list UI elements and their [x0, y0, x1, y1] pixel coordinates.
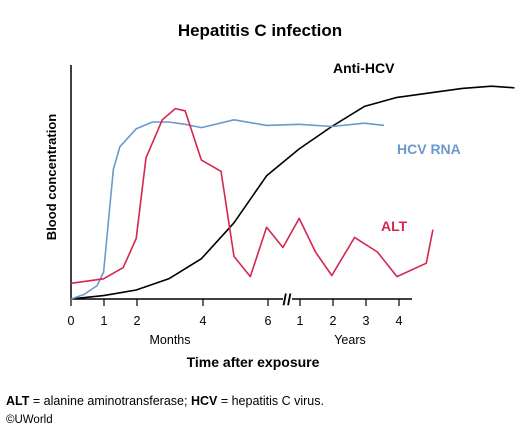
- x-tick-label: 2: [134, 314, 141, 328]
- copyright: ©UWorld: [6, 414, 53, 426]
- x-tick-label: 1: [297, 314, 304, 328]
- series-label-anti-hcv: Anti-HCV: [333, 60, 395, 76]
- x-tick-label: 2: [330, 314, 337, 328]
- series-line-hcv-rna: [70, 119, 385, 300]
- x-axis-title: Time after exposure: [187, 354, 320, 370]
- x-tick-label: 1: [101, 314, 108, 328]
- y-axis-title: Blood concentration: [44, 114, 59, 240]
- x-tick-label: 6: [265, 314, 272, 328]
- x-tick-label: 3: [363, 314, 370, 328]
- footnote-text-hcv: = hepatitis C virus.: [217, 394, 324, 408]
- x-tick-label: 0: [68, 314, 75, 328]
- series-line-alt: [70, 107, 434, 285]
- x-unit-label-months: Months: [150, 333, 191, 347]
- series-label-alt: ALT: [381, 218, 408, 234]
- x-unit-label-years: Years: [334, 333, 366, 347]
- x-axis-break: //: [283, 292, 292, 309]
- series-line-anti-hcv: [70, 85, 515, 300]
- footnote-abbr-hcv: HCV: [190, 394, 218, 408]
- chart-title: Hepatitis C infection: [178, 21, 342, 40]
- chart: Hepatitis C infection // 0 1 2 4 6 1 2 3 4 Months Ye…: [44, 21, 515, 370]
- footnote-text-alt: = alanine aminotransferase;: [29, 394, 191, 408]
- x-tick-label: 4: [200, 314, 207, 328]
- footnote-abbr-alt: ALT: [6, 394, 30, 408]
- x-tick-label: 4: [396, 314, 403, 328]
- series-label-hcv-rna: HCV RNA: [397, 141, 461, 157]
- footnote: ALT = alanine aminotransferase; HCV = he…: [6, 394, 324, 408]
